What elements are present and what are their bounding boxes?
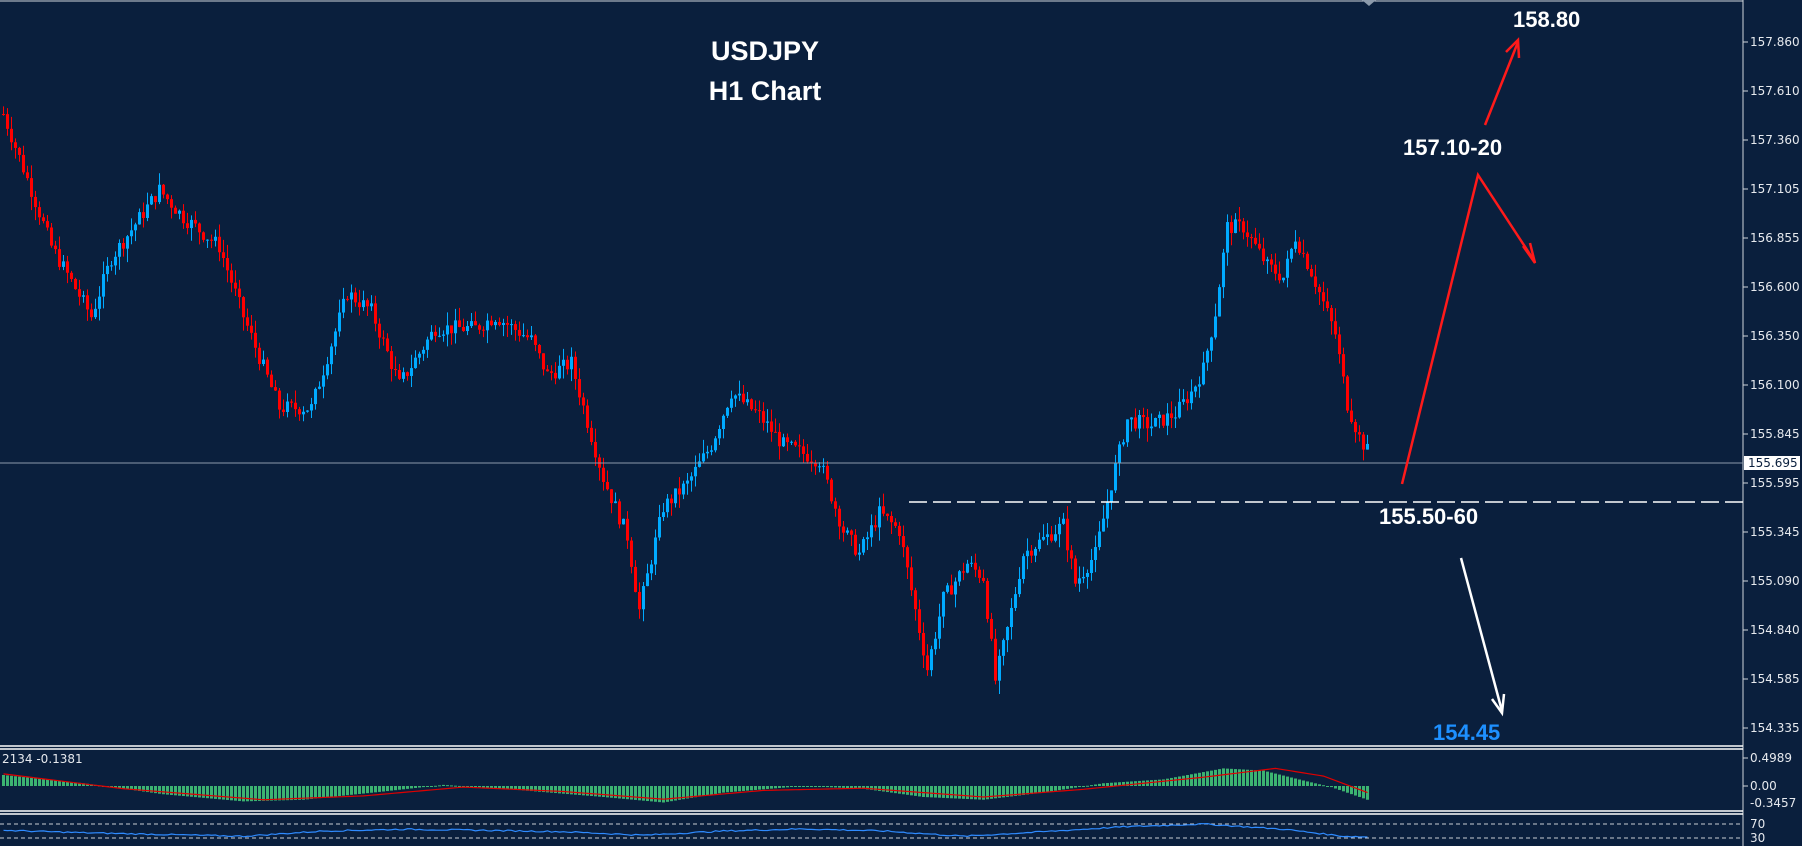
arrow-down-icon xyxy=(1490,693,1506,717)
candlestick-series xyxy=(2,106,1369,695)
price-tick: 157.360 xyxy=(1750,133,1800,147)
price-axis-ticks xyxy=(1743,41,1748,787)
bullish-scenario-arrows[interactable] xyxy=(1400,37,1537,485)
macd-axis-min: -0.3457 xyxy=(1750,796,1797,810)
chart-symbol-title: USDJPY xyxy=(710,36,820,66)
price-tick: 156.100 xyxy=(1750,378,1800,392)
target-high-label: 158.80 xyxy=(1513,7,1581,32)
arrow-up-icon xyxy=(1505,37,1521,59)
price-tick: 155.845 xyxy=(1750,427,1800,441)
rsi-line xyxy=(3,822,1368,838)
target-low-label: 154.45 xyxy=(1433,720,1501,745)
price-tick: 157.610 xyxy=(1750,84,1800,98)
current-price-badge: 155.695 xyxy=(1744,456,1800,470)
price-tick: 155.345 xyxy=(1750,525,1800,539)
chart-shift-marker-icon[interactable] xyxy=(1362,0,1376,6)
price-tick: 156.600 xyxy=(1750,280,1800,294)
bearish-scenario-arrow[interactable] xyxy=(1459,557,1506,717)
arrow-down-right-icon xyxy=(1521,242,1537,264)
price-tick: 156.855 xyxy=(1750,231,1800,245)
price-tick: 155.090 xyxy=(1750,574,1800,588)
price-tick: 154.585 xyxy=(1750,672,1800,686)
price-tick: 155.595 xyxy=(1750,476,1800,490)
macd-axis-max: 0.4989 xyxy=(1750,751,1792,765)
macd-axis-zero: 0.00 xyxy=(1750,779,1777,793)
resistance-label: 157.10-20 xyxy=(1403,135,1503,160)
support-label: 155.50-60 xyxy=(1379,504,1479,529)
chart-timeframe-title: H1 Chart xyxy=(708,76,822,106)
rsi-axis-70: 70 xyxy=(1750,817,1766,831)
price-tick: 156.350 xyxy=(1750,329,1800,343)
price-tick: 154.840 xyxy=(1750,623,1800,637)
price-tick: 157.860 xyxy=(1750,35,1800,49)
price-tick: 157.105 xyxy=(1750,182,1800,196)
price-tick: 154.335 xyxy=(1750,721,1800,735)
macd-values-label: 2134 -0.1381 xyxy=(2,752,83,766)
macd-histogram xyxy=(2,768,1369,803)
macd-signal-line xyxy=(3,767,1368,801)
rsi-axis-30: 30 xyxy=(1750,831,1766,845)
